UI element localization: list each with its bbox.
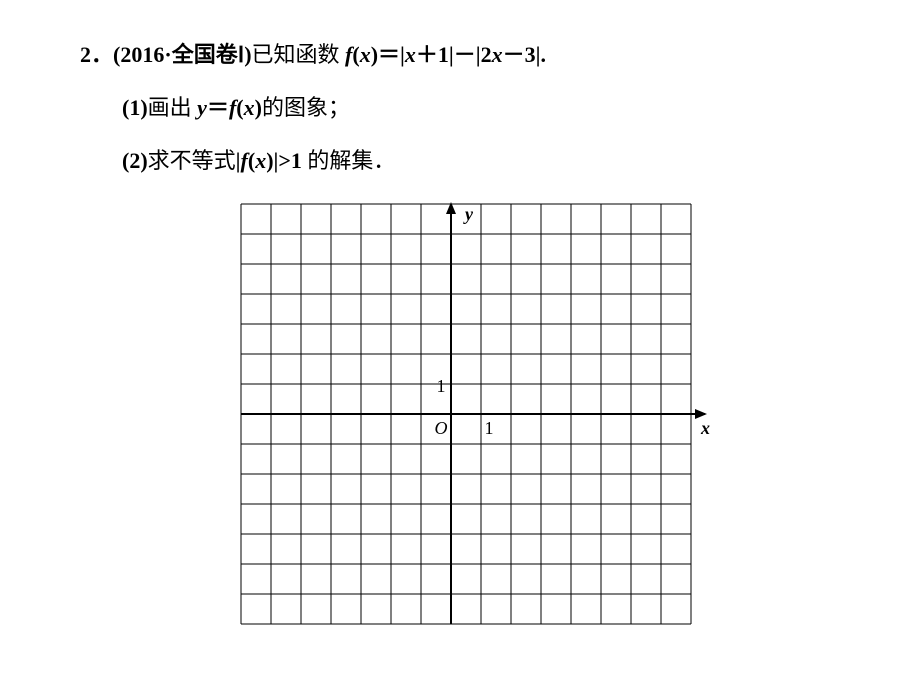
stem-end: .: [541, 42, 547, 67]
dot: ．: [91, 42, 113, 67]
source-prefix: (2016·: [113, 42, 172, 67]
problem-number: 2: [80, 42, 91, 67]
q1-y: y: [197, 95, 207, 120]
q2-x: x: [255, 148, 266, 173]
coordinate-grid: y x O 1 1: [221, 198, 719, 630]
stem-open: (: [352, 42, 359, 67]
q2-text1: 求不等式: [148, 148, 236, 173]
q1-text2: 的图象；: [262, 95, 350, 120]
stem-eq: ＝: [378, 42, 400, 67]
t2c: 2: [481, 42, 492, 67]
source-body: 全国卷Ⅰ: [172, 42, 245, 67]
svg-text:y: y: [463, 204, 474, 224]
svg-text:x: x: [700, 418, 710, 438]
q2-gt: >: [278, 148, 291, 173]
t2v: x: [492, 42, 503, 67]
q2-text2: 的解集．: [302, 148, 396, 173]
q2-label: (2): [122, 148, 148, 173]
q2-close: ): [266, 148, 273, 173]
svg-text:1: 1: [485, 418, 494, 438]
q1-close: ): [255, 95, 262, 120]
stem-close: ): [371, 42, 378, 67]
t1a: x: [405, 42, 416, 67]
t2b: 3: [525, 42, 536, 67]
svg-text:O: O: [435, 418, 448, 438]
q2-f: f: [241, 148, 248, 173]
plus: ＋: [416, 42, 438, 67]
t2m: －: [503, 42, 525, 67]
q2-one: 1: [291, 148, 302, 173]
stem-cn1: 已知函数: [252, 42, 346, 67]
q1-open: (: [236, 95, 243, 120]
svg-text:1: 1: [437, 376, 446, 396]
problem-stem: 2．(2016·全国卷Ⅰ)已知函数 f(x)＝|x＋1|－|2x－3|.: [80, 40, 860, 71]
q1-label: (1): [122, 95, 148, 120]
source-suffix: ): [244, 42, 251, 67]
subquestion-1: (1)画出 y＝f(x)的图象；: [80, 93, 860, 124]
grid-container: y x O 1 1: [80, 198, 860, 630]
t1b: 1: [438, 42, 449, 67]
stem-x: x: [360, 42, 371, 67]
q1-eq: ＝: [207, 95, 229, 120]
minus: －: [454, 42, 476, 67]
q1-x: x: [244, 95, 255, 120]
q1-text1: 画出: [148, 95, 198, 120]
subquestion-2: (2)求不等式|f(x)|>1 的解集．: [80, 146, 860, 177]
page: 2．(2016·全国卷Ⅰ)已知函数 f(x)＝|x＋1|－|2x－3|. (1)…: [0, 0, 920, 690]
